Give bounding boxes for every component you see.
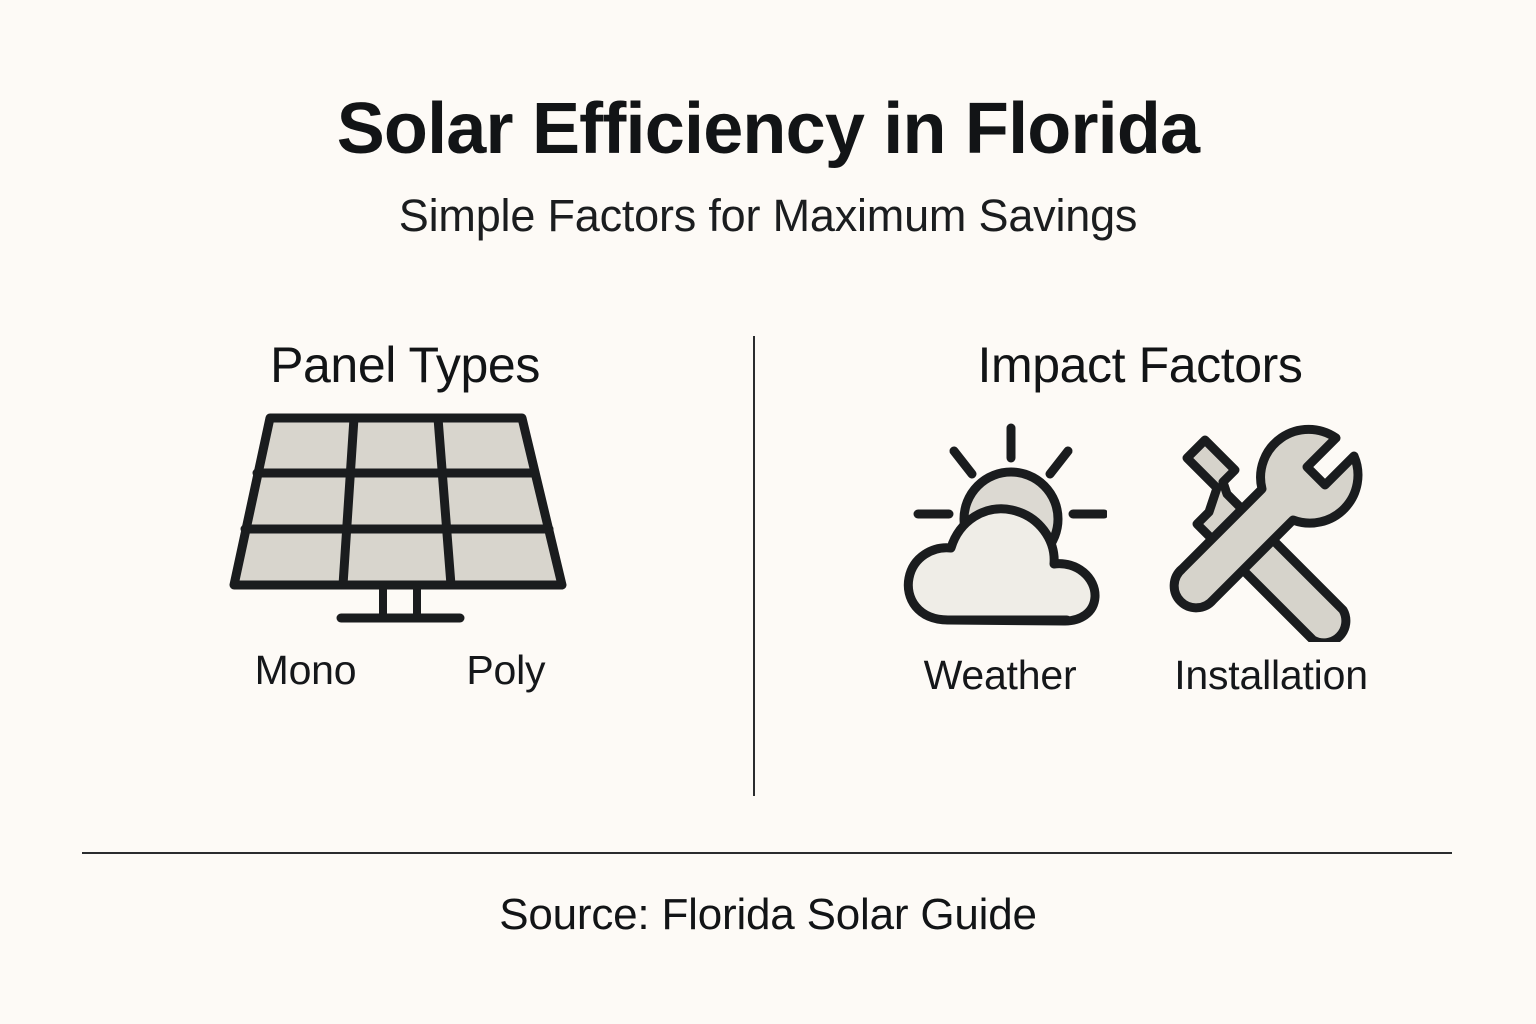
section-panel-types: Panel Types [60,336,740,806]
footer-divider [82,852,1452,854]
sun-behind-cloud-icon [903,423,1107,626]
source-credit: Source: Florida Solar Guide [499,890,1037,939]
page-title: Solar Efficiency in Florida [336,89,1200,169]
header: Solar Efficiency in Florida Simple Facto… [0,92,1536,240]
panel-type-label-mono: Mono [254,647,357,693]
section-heading-panel-types: Panel Types [270,337,540,393]
panel-type-label-poly: Poly [466,647,546,693]
wrench-screwdriver-icon [1169,424,1363,642]
impact-factor-installation: Installation [1165,420,1377,699]
impact-factor-list: Weather Installation [790,420,1480,699]
panel-illustration-group: Mono Poly [60,410,740,694]
solar-panel-icon [229,413,567,623]
impact-factor-weather: Weather [893,420,1107,699]
impact-factor-label-installation: Installation [1174,652,1368,698]
section-impact-factors: Impact Factors [790,336,1480,806]
wrench-shape [1169,424,1363,613]
content-columns: Panel Types [0,336,1536,806]
impact-factor-label-weather: Weather [923,652,1077,698]
cloud-shape [903,504,1100,626]
section-heading-impact-factors: Impact Factors [977,337,1303,393]
panel-type-captions: Mono Poly [255,647,546,694]
page-subtitle: Simple Factors for Maximum Savings [398,189,1138,241]
column-divider [753,336,755,796]
